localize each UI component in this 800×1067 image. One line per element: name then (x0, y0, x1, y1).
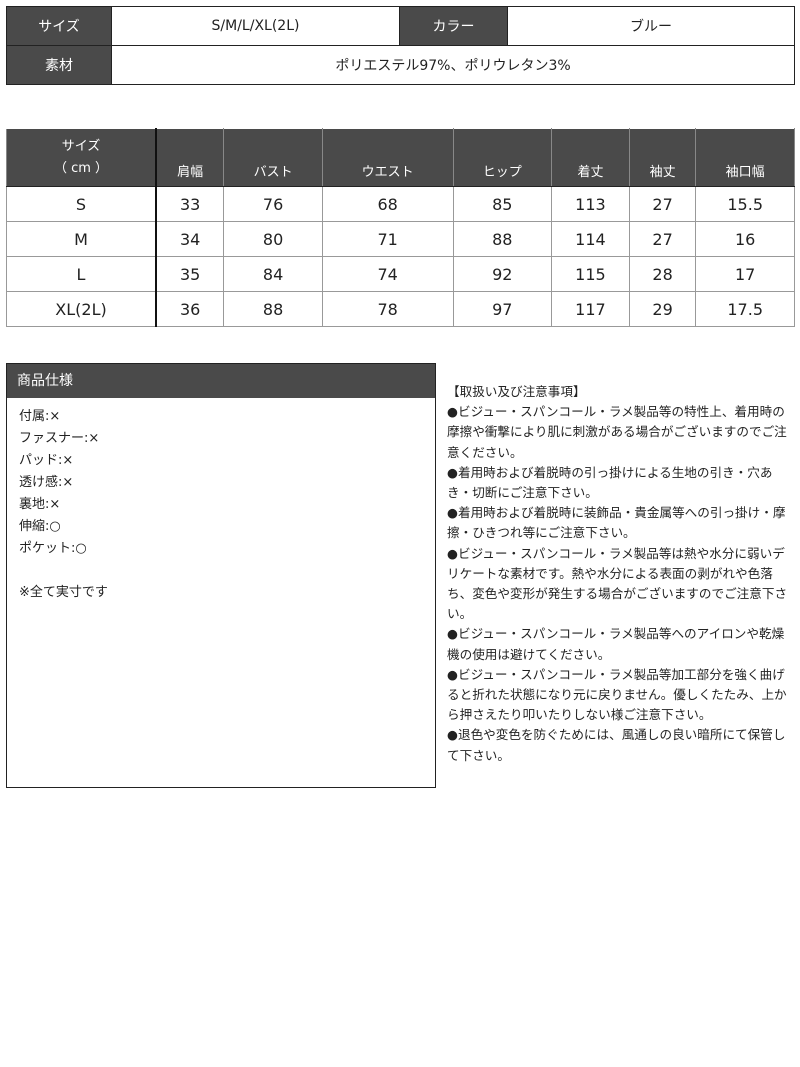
spec-item (19, 560, 435, 582)
note-item: ●ビジュー・スパンコール・ラメ製品等は熱や水分に弱いデリケートな素材です。熱や水… (447, 545, 788, 622)
measurement-cell: 92 (452, 256, 553, 292)
color-label: カラー (399, 6, 508, 46)
size-label: サイズ (6, 6, 112, 46)
measurement-cell: 34 (155, 221, 225, 257)
spec-item: 裏地:× (19, 497, 61, 512)
color-value: ブルー (507, 6, 795, 46)
measurement-cell: 68 (321, 186, 454, 222)
spec-item: 透け感:× (19, 475, 74, 490)
column-header: 着丈 (551, 128, 630, 187)
measurement-cell: 113 (551, 186, 630, 222)
table-row: M 34 80 71 88 114 27 16 (6, 221, 795, 257)
column-header: バスト (223, 128, 323, 187)
measurement-cell: 115 (551, 256, 630, 292)
size-cell: L (6, 256, 157, 292)
basic-info-table: サイズ S/M/L/XL(2L) カラー ブルー 素材 ポリエステル97%、ポリ… (6, 6, 795, 85)
column-header: 肩幅 (155, 128, 225, 187)
size-header-label: サイズ (61, 138, 101, 154)
spec-title: 商品仕様 (7, 364, 435, 398)
measurement-cell: 17 (695, 256, 795, 292)
measurement-cell: 114 (551, 221, 630, 257)
product-spec-box: 商品仕様 付属:× ファスナー:× パッド:× 透け感:× 裏地:× 伸縮:○ ポケット:○… (6, 363, 436, 788)
measurement-cell: 17.5 (695, 291, 795, 327)
measurement-cell: 80 (223, 221, 323, 257)
notes-title: 【取扱い及び注意事項】 (447, 384, 586, 399)
note-item: ●着用時および着脱時に装飾品・貴金属等への引っ掛け・摩擦・ひきつれ等にご注意下さ… (447, 505, 786, 541)
care-notes: 【取扱い及び注意事項】 ●ビジュー・スパンコール・ラメ製品等の特性上、着用時の摩… (447, 382, 795, 766)
size-cell: M (6, 221, 157, 257)
column-header: ヒップ (452, 128, 553, 187)
note-item: ●ビジュー・スパンコール・ラメ製品等の特性上、着用時の摩擦や衝撃により肌に刺激が… (447, 404, 787, 460)
measurement-cell: 35 (155, 256, 225, 292)
measurement-cell: 84 (223, 256, 323, 292)
measurement-cell: 117 (551, 291, 630, 327)
measurement-cell: 76 (223, 186, 323, 222)
note-item: ●ビジュー・スパンコール・ラメ製品等加工部分を強く曲げると折れた状態になり元に戻… (447, 666, 787, 723)
table-row: XL(2L) 36 88 78 97 117 29 17.5 (6, 291, 795, 327)
table-row: L 35 84 74 92 115 28 17 (6, 256, 795, 292)
measurement-cell: 36 (155, 291, 225, 327)
measurement-cell: 74 (321, 256, 454, 292)
measurement-cell: 71 (321, 221, 454, 257)
size-cell: S (6, 186, 157, 222)
note-item: ●ビジュー・スパンコール・ラメ製品等へのアイロンや乾燥機の使用は避けてください。 (447, 626, 785, 662)
measurement-cell: 97 (452, 291, 553, 327)
measurement-cell: 88 (452, 221, 553, 257)
table-row: S 33 76 68 85 113 27 15.5 (6, 186, 795, 222)
material-label: 素材 (6, 45, 112, 85)
material-value: ポリエステル97%、ポリウレタン3% (111, 45, 795, 85)
spec-item: ※全て実寸です (19, 585, 108, 600)
measurement-cell: 78 (321, 291, 454, 327)
column-header: 袖丈 (628, 128, 697, 187)
measurement-cell: 29 (628, 291, 697, 327)
measurement-cell: 28 (628, 256, 697, 292)
spec-item: ファスナー:× (19, 431, 100, 446)
measurement-cell: 85 (452, 186, 553, 222)
column-header: ウエスト (321, 128, 454, 187)
column-header: 袖口幅 (695, 128, 795, 187)
size-header-unit: （ cm ） (53, 160, 109, 176)
measurement-cell: 27 (628, 221, 697, 257)
size-value: S/M/L/XL(2L) (111, 6, 400, 46)
measurement-cell: 88 (223, 291, 323, 327)
measurement-cell: 33 (155, 186, 225, 222)
spec-list: 付属:× ファスナー:× パッド:× 透け感:× 裏地:× 伸縮:○ ポケット:○ ※全て実寸… (7, 398, 435, 604)
spec-item: パッド:× (19, 453, 74, 468)
spec-item: 付属:× (19, 409, 61, 424)
size-cell: XL(2L) (6, 291, 157, 327)
note-item: ●着用時および着脱時の引っ掛けによる生地の引き・穴あき・切断にご注意下さい。 (447, 464, 773, 501)
measurement-cell: 16 (695, 221, 795, 257)
measurement-cell: 15.5 (695, 186, 795, 222)
spec-item: 伸縮:○ (19, 519, 61, 534)
spec-item: ポケット:○ (19, 541, 87, 556)
size-table: サイズ（ cm ） 肩幅 バスト ウエスト ヒップ 着丈 袖丈 袖口幅 S 33 76 68 85 1… (6, 128, 795, 327)
note-item: ●退色や変色を防ぐためには、風通しの良い暗所にて保管して下さい。 (447, 727, 786, 763)
size-header: サイズ （ cm ） (6, 128, 157, 187)
measurement-cell: 27 (628, 186, 697, 222)
